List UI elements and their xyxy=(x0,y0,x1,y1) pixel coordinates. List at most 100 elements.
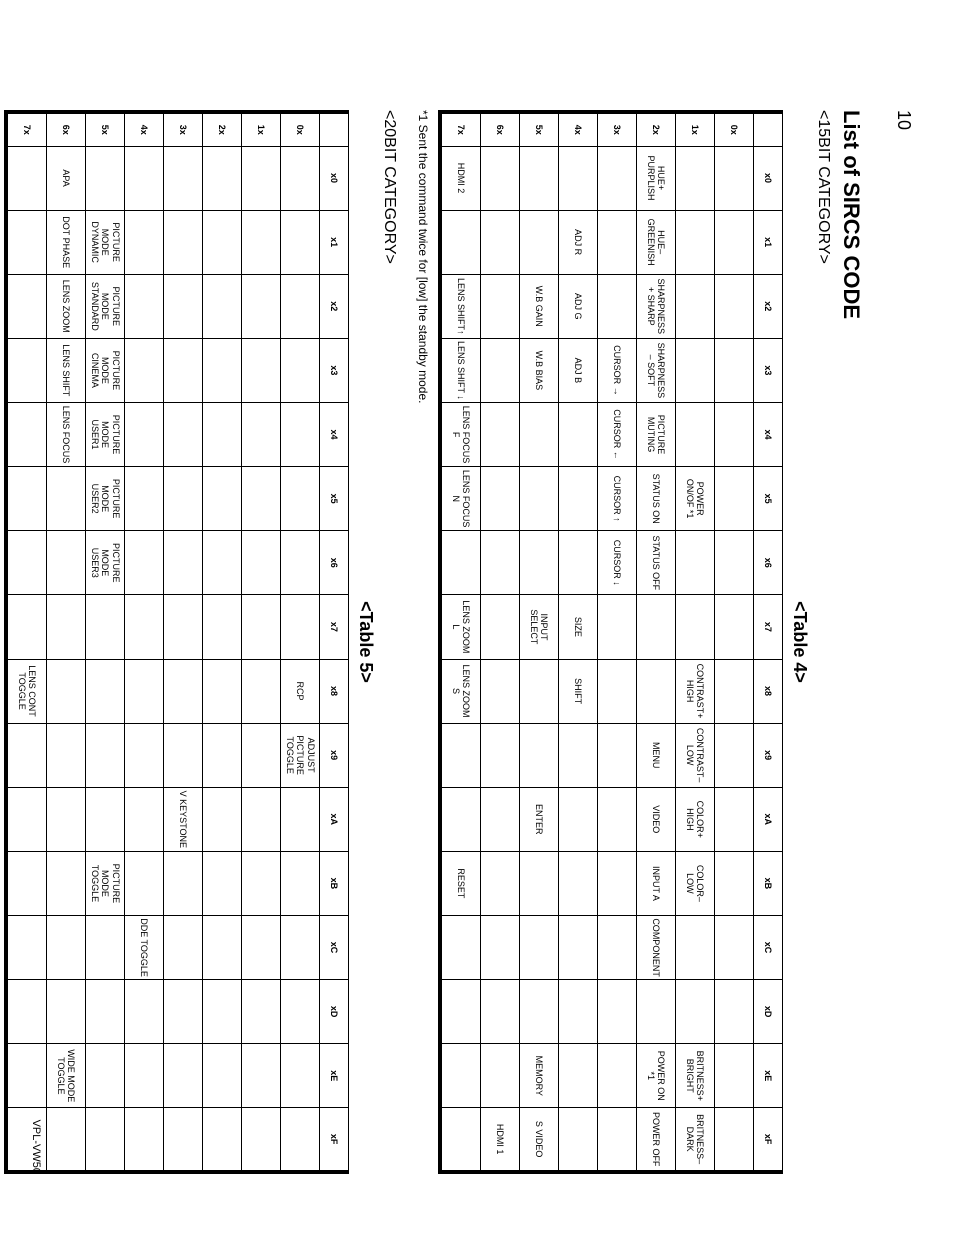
table4-cell xyxy=(559,467,598,531)
table5-rowhdr: 5x xyxy=(86,112,125,146)
table5-cell xyxy=(281,274,320,338)
table4-cell xyxy=(559,851,598,915)
table5-cell xyxy=(203,851,242,915)
table4-cell xyxy=(520,531,559,595)
table4-colhdr: x2 xyxy=(754,274,783,338)
page-number: 10 xyxy=(893,110,914,130)
table4-cell: LENS FOCUS F xyxy=(440,403,481,467)
table5-colhdr: x1 xyxy=(320,210,349,274)
table4-cell: LENS FOCUS N xyxy=(440,467,481,531)
table4-colhdr: x6 xyxy=(754,531,783,595)
table4-cell xyxy=(598,146,637,210)
table5-colhdr: xE xyxy=(320,1044,349,1108)
table4-cell: HDMI 2 xyxy=(440,146,481,210)
table5-cell xyxy=(242,723,281,787)
table4-cell: CURSOR → xyxy=(598,338,637,402)
table4-cell xyxy=(715,531,754,595)
table4-cell: BRITNESS+ BRIGHT xyxy=(676,1044,715,1108)
table5-cell xyxy=(6,274,47,338)
table4-cell xyxy=(715,916,754,980)
table5-cell xyxy=(125,274,164,338)
table5-cell: ADJUST PICTURE TOGGLE xyxy=(281,723,320,787)
table5-cell xyxy=(6,980,47,1044)
table4-colhdr: x0 xyxy=(754,146,783,210)
table5-cell xyxy=(164,916,203,980)
table4-cell xyxy=(559,1044,598,1108)
table5-cell xyxy=(242,531,281,595)
table5-cell xyxy=(6,210,47,274)
table5-cell xyxy=(242,916,281,980)
table4-cell xyxy=(676,403,715,467)
table5-cell xyxy=(47,467,86,531)
table4-cell xyxy=(481,210,520,274)
table4-cell: CURSOR ← xyxy=(598,403,637,467)
table5-cell: PICTURE MODE STANDARD xyxy=(86,274,125,338)
table5-cell xyxy=(281,338,320,402)
table4-cell: SIZE xyxy=(559,595,598,659)
table4-cell: ADJ R xyxy=(559,210,598,274)
table5-colhdr: x3 xyxy=(320,338,349,402)
table5-cell xyxy=(164,403,203,467)
table4-cell: POWER ON/OF *1 xyxy=(676,467,715,531)
table5-cell: PICTURE MODE USER3 xyxy=(86,531,125,595)
table5-cell xyxy=(125,1108,164,1172)
table4-cell xyxy=(559,146,598,210)
table4-cell xyxy=(520,659,559,723)
table4-cell xyxy=(676,338,715,402)
table4-cell: CURSOR ↓ xyxy=(598,531,637,595)
table5-block: <20BIT CATEGORY> <Table 5> x0x1x2x3x4x5x… xyxy=(4,110,398,1174)
table4-cell xyxy=(598,916,637,980)
table5-colhdr: x5 xyxy=(320,467,349,531)
table5-cell xyxy=(6,531,47,595)
table5-cell xyxy=(86,916,125,980)
table4-cell xyxy=(440,723,481,787)
table5-cell: PICTURE MODE USER1 xyxy=(86,403,125,467)
table4-cell xyxy=(520,210,559,274)
table4-cell xyxy=(520,403,559,467)
table4-cell xyxy=(715,403,754,467)
page-title: List of SIRCS CODE xyxy=(838,110,864,1174)
table5-cell xyxy=(203,531,242,595)
table5-cell xyxy=(203,467,242,531)
table4-cell xyxy=(559,723,598,787)
table5-cell xyxy=(203,659,242,723)
table4-colhdr: x8 xyxy=(754,659,783,723)
table5-category: <20BIT CATEGORY> xyxy=(380,110,398,1174)
table5-cell xyxy=(242,146,281,210)
table4-rowhdr: 0x xyxy=(715,112,754,146)
table4-cell xyxy=(715,851,754,915)
table4-cell: S VIDEO xyxy=(520,1108,559,1172)
table5-cell: DOT PHASE xyxy=(47,210,86,274)
table5-cell xyxy=(164,274,203,338)
table5-cell: LENS CONT TOGGLE xyxy=(6,659,47,723)
table5-cell xyxy=(125,1044,164,1108)
table4-cell: SHIFT xyxy=(559,659,598,723)
table5-cell: PICTURE MODE USER2 xyxy=(86,467,125,531)
table4-cell xyxy=(559,916,598,980)
table4-cell xyxy=(715,723,754,787)
table5-cell xyxy=(86,659,125,723)
table4-cell: W.B BIAS xyxy=(520,338,559,402)
table4-cell: STATUS ON xyxy=(637,467,676,531)
table4-cell: COLOR+ HIGH xyxy=(676,787,715,851)
table5-cell xyxy=(203,210,242,274)
table5-cell xyxy=(6,595,47,659)
table5-cell xyxy=(47,916,86,980)
table5-cell xyxy=(47,1108,86,1172)
table4-cell xyxy=(676,274,715,338)
table5-cell xyxy=(281,1044,320,1108)
table5-cell xyxy=(164,531,203,595)
table4-cell xyxy=(481,916,520,980)
table4-cell: LENS ZOOM S xyxy=(440,659,481,723)
table5-cell xyxy=(164,659,203,723)
table5-cell xyxy=(203,1108,242,1172)
table5-cell xyxy=(242,595,281,659)
table5-cell xyxy=(6,787,47,851)
table5-rowhdr: 7x xyxy=(6,112,47,146)
table5-cell xyxy=(242,851,281,915)
table5-cell xyxy=(125,338,164,402)
table5-cell xyxy=(125,210,164,274)
table4-cell: POWER ON *1 xyxy=(637,1044,676,1108)
table4-cell: LENS ZOOM L xyxy=(440,595,481,659)
table5-cell: APA xyxy=(47,146,86,210)
